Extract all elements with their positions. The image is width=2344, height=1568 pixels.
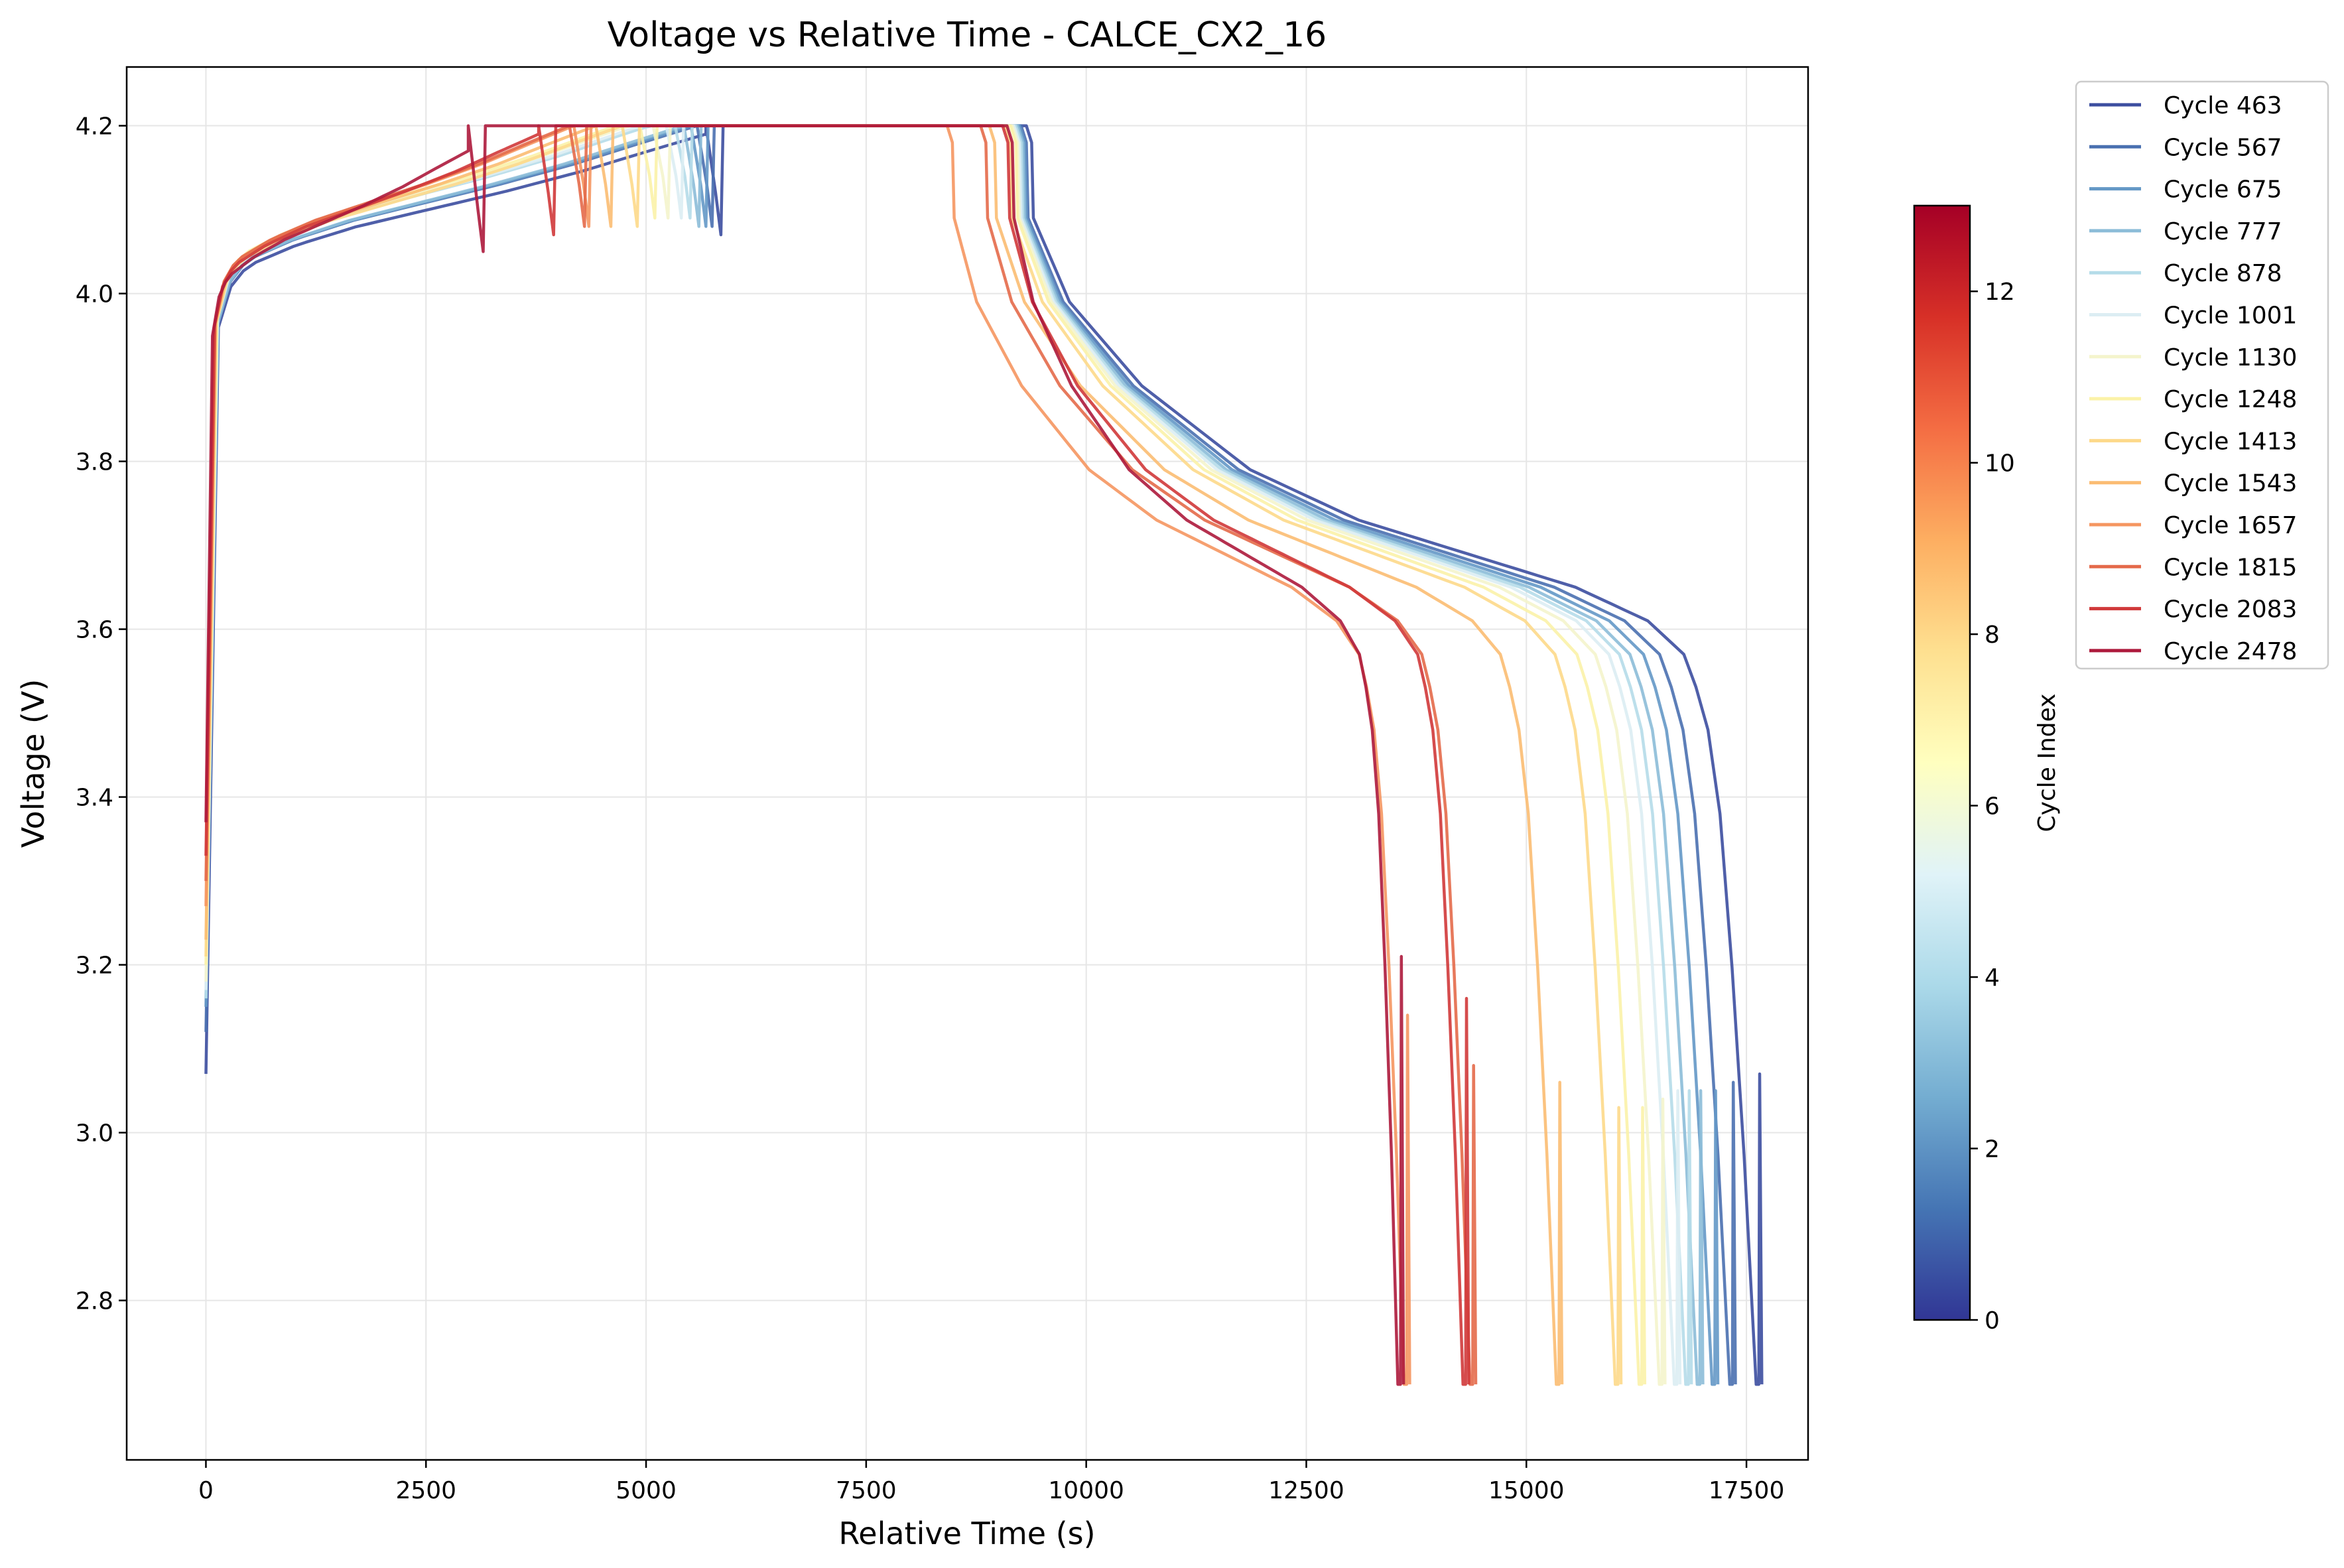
series-line xyxy=(204,124,1647,1386)
y-axis-ticks: 2.8 3.0 3.2 3.4 3.6 3.8 4.0 4.2 xyxy=(76,113,127,1315)
legend-label: Cycle 2478 xyxy=(2164,638,2297,665)
colorbar-tick-label: 6 xyxy=(1985,793,2000,820)
colorbar-tick-label: 12 xyxy=(1985,279,2015,306)
legend-label: Cycle 1815 xyxy=(2164,554,2297,581)
legend: Cycle 463 Cycle 567 Cycle 675 Cycle 777 Cycl… xyxy=(2075,80,2329,670)
series-lines xyxy=(204,124,1764,1386)
legend-label: Cycle 777 xyxy=(2164,218,2282,245)
legend-label: Cycle 567 xyxy=(2164,134,2282,161)
x-tick-label: 2500 xyxy=(395,1477,456,1504)
x-tick-label: 12500 xyxy=(1268,1477,1344,1504)
series-line xyxy=(204,124,1623,1386)
series-line xyxy=(204,124,1705,1386)
legend-label: Cycle 2083 xyxy=(2164,596,2297,623)
x-tick-label: 7500 xyxy=(836,1477,897,1504)
y-tick-label: 4.0 xyxy=(76,281,113,308)
series-line xyxy=(204,124,1682,1386)
grid xyxy=(127,67,1808,1460)
plot-frame xyxy=(125,66,1809,1461)
series-line xyxy=(204,124,1667,1386)
y-tick-label: 3.0 xyxy=(76,1120,113,1147)
series-line xyxy=(204,124,1478,1386)
x-tick-label: 5000 xyxy=(616,1477,677,1504)
y-tick-label: 3.2 xyxy=(76,952,113,980)
x-tick-label: 15000 xyxy=(1488,1477,1565,1504)
y-tick-label: 2.8 xyxy=(76,1288,113,1315)
legend-frame xyxy=(2075,80,2329,670)
y-tick-label: 3.6 xyxy=(76,617,113,644)
series-line xyxy=(204,124,1764,1386)
colorbar xyxy=(1913,204,1971,1321)
series-line xyxy=(204,124,1564,1386)
legend-label: Cycle 1657 xyxy=(2164,512,2297,539)
y-tick-label: 3.4 xyxy=(76,785,113,812)
legend-label: Cycle 1413 xyxy=(2164,428,2297,455)
series-line xyxy=(204,124,1470,1386)
legend-label: Cycle 1543 xyxy=(2164,470,2297,497)
colorbar-tick-label: 0 xyxy=(1985,1307,2000,1335)
series-line xyxy=(204,124,1405,1386)
x-tick-label: 17500 xyxy=(1709,1477,1785,1504)
colorbar-tick-label: 2 xyxy=(1985,1136,2000,1163)
legend-label: Cycle 675 xyxy=(2164,176,2282,204)
x-axis-label: Relative Time (s) xyxy=(838,1516,1095,1551)
colorbar-tick-label: 8 xyxy=(1985,621,2000,649)
x-tick-label: 0 xyxy=(198,1477,214,1504)
x-axis-ticks: 0 2500 5000 7500 10000 12500 15000 17500 xyxy=(198,1460,1784,1504)
y-tick-label: 3.8 xyxy=(76,449,113,476)
legend-label: Cycle 463 xyxy=(2164,92,2282,119)
y-axis-label: Voltage (V) xyxy=(15,679,51,848)
colorbar-label: Cycle Index xyxy=(2034,694,2061,832)
colorbar-tick-label: 4 xyxy=(1985,964,2000,992)
colorbar-tick-label: 10 xyxy=(1985,450,2015,478)
colorbar-ticks: 0 2 4 6 8 10 12 xyxy=(1970,279,2015,1335)
legend-label: Cycle 878 xyxy=(2164,260,2282,287)
legend-label: Cycle 1248 xyxy=(2164,386,2297,413)
y-tick-label: 4.2 xyxy=(76,113,113,141)
series-line xyxy=(204,124,1720,1386)
chart-title: Voltage vs Relative Time - CALCE_CX2_16 xyxy=(608,15,1327,55)
series-line xyxy=(204,124,1737,1386)
x-tick-label: 10000 xyxy=(1048,1477,1124,1504)
legend-label: Cycle 1001 xyxy=(2164,302,2297,330)
legend-label: Cycle 1130 xyxy=(2164,344,2297,371)
series-line xyxy=(204,124,1411,1386)
